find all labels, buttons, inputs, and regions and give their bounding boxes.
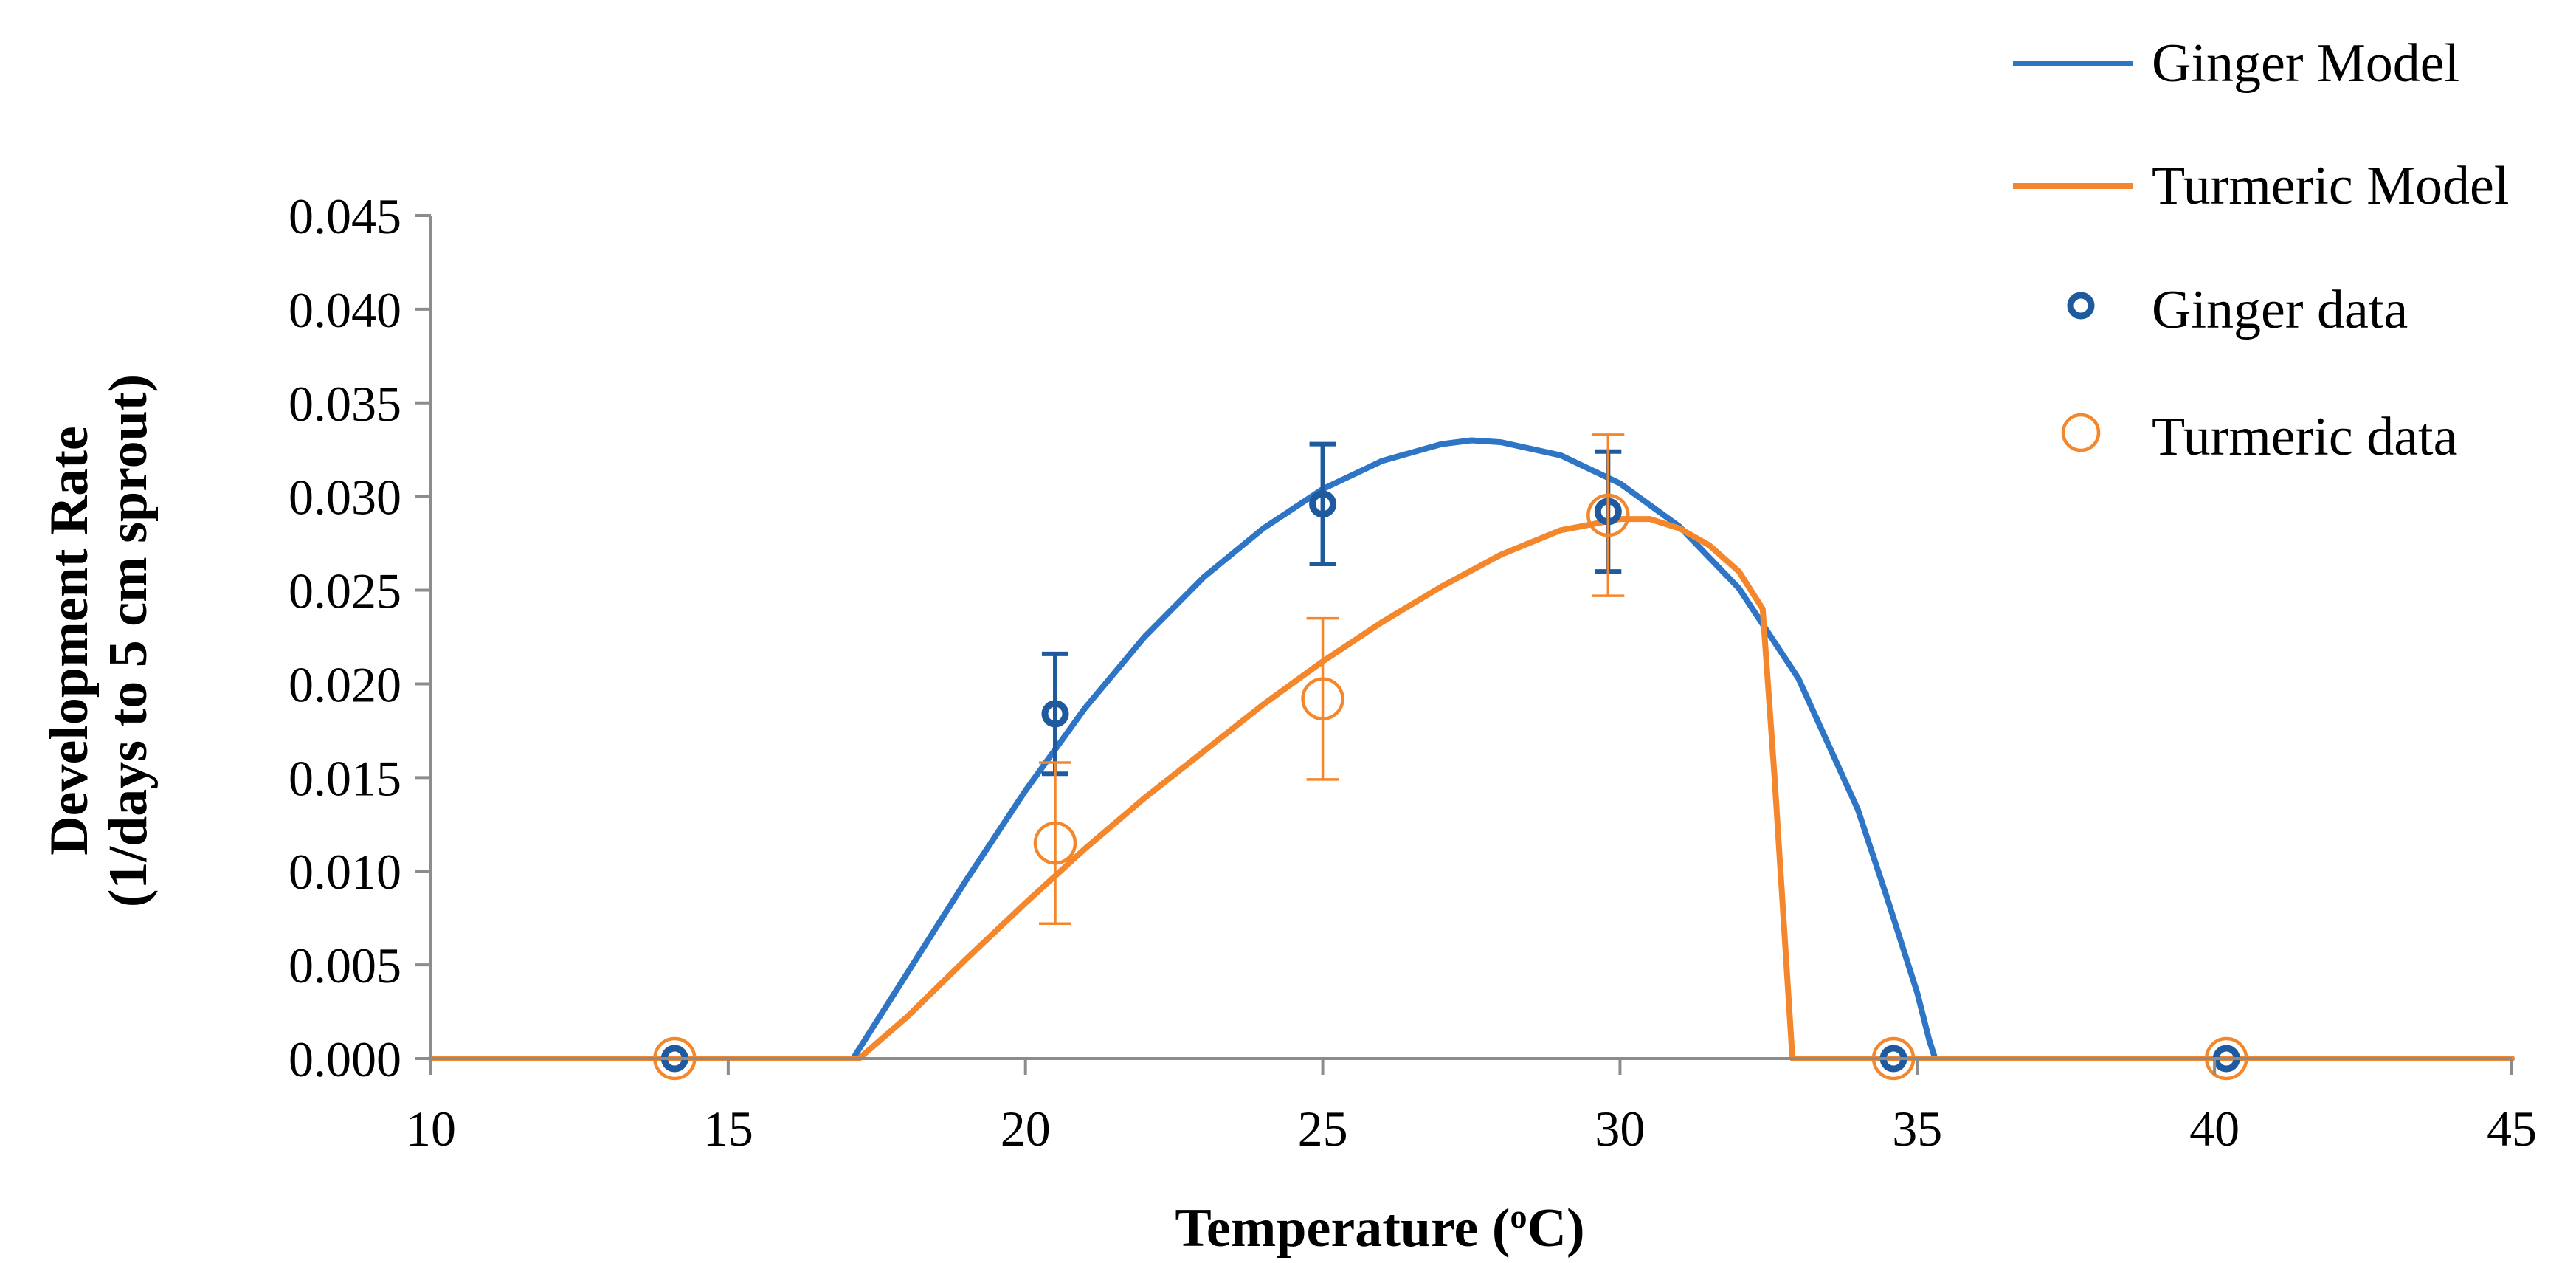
legend-ginger-model-label: Ginger Model [2152, 33, 2459, 94]
ginger-data-point [1309, 490, 1337, 518]
x-tick-label: 30 [1595, 1101, 1645, 1157]
y-tick-label: 0.025 [289, 563, 401, 619]
turmeric-model-line [428, 516, 2515, 1061]
x-tick-label: 20 [1001, 1101, 1051, 1157]
x-axis-title-text: Temperature ( [1175, 1198, 1510, 1259]
legend-ginger-data-label: Ginger data [2152, 280, 2408, 340]
x-tick-label: 25 [1298, 1101, 1348, 1157]
x-tick-label: 40 [2189, 1101, 2240, 1157]
legend-turmeric-data-marker [2061, 413, 2101, 452]
turmeric-data-point [1586, 493, 1630, 537]
y-tick-label: 0.015 [289, 750, 401, 806]
y-tick-label: 0.005 [289, 937, 401, 994]
legend-turmeric-model-label: Turmeric Model [2152, 156, 2509, 216]
x-tick-label: 45 [2487, 1101, 2537, 1157]
y-tick-label: 0.045 [289, 188, 401, 244]
y-tick-label: 0.040 [289, 282, 401, 338]
y-axis-title: Development Rate (1/days to 5 cm sprout) [39, 374, 159, 907]
y-tick-label: 0.010 [289, 844, 401, 900]
ginger-model-line [428, 437, 2515, 1061]
legend-ginger-data-marker [2067, 292, 2095, 320]
y-tick-label: 0.000 [289, 1031, 401, 1087]
x-axis-title: Temperature (oC) [1175, 1197, 1584, 1259]
y-axis-title-line1: Development Rate [39, 426, 100, 856]
y-tick-label: 0.020 [289, 656, 401, 712]
y-tick-label: 0.030 [289, 469, 401, 526]
ginger-data-point [1041, 700, 1069, 728]
legend: Ginger Model Turmeric Model Ginger data Tur… [2013, 33, 2509, 467]
turmeric-data-point [1033, 821, 1077, 865]
x-tick-label: 10 [406, 1101, 456, 1157]
y-axis-title-line2: (1/days to 5 cm sprout) [98, 374, 159, 907]
x-tick-label: 35 [1892, 1101, 1942, 1157]
plot-area [428, 433, 2515, 1081]
y-tick-label: 0.035 [289, 376, 401, 432]
turmeric-data-point [1301, 677, 1344, 720]
x-axis-title-superscript: o [1510, 1197, 1527, 1235]
axes: 0.000 0.005 0.010 0.015 0.020 0.025 0.030 0.035… [289, 188, 2537, 1157]
x-tick-label: 15 [703, 1101, 753, 1157]
legend-turmeric-data-label: Turmeric data [2152, 407, 2457, 467]
x-axis-title-end: C) [1527, 1198, 1585, 1259]
